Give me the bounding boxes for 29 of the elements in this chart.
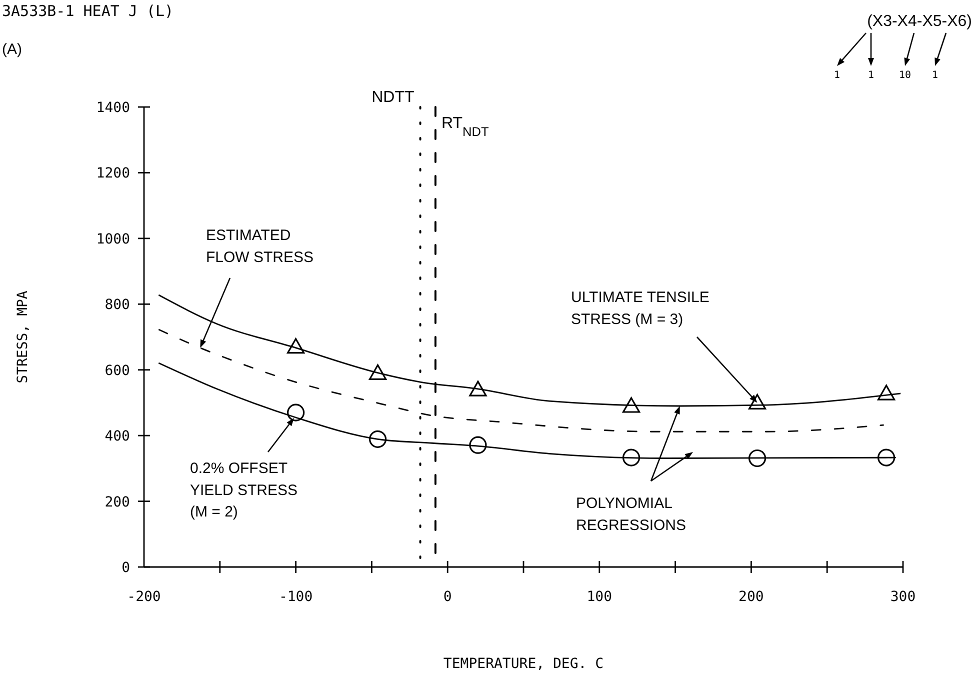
y-tick-label: 1000 [96, 231, 130, 248]
y-tick-label: 600 [104, 362, 130, 379]
text: (A) [2, 41, 22, 58]
text: 1 [868, 70, 874, 81]
x-tick-label: 0 [443, 589, 452, 605]
y-axis-title: STRESS, MPA [15, 290, 31, 384]
ref-line-label: NDTT [372, 89, 415, 106]
y-tick-label: 1200 [96, 166, 130, 182]
text: 1 [834, 70, 840, 81]
annotation: POLYNOMIAL REGRESSIONS [576, 495, 686, 534]
ref-line-label: RT$_{NDT}$ [441, 115, 489, 138]
x-axis-title: TEMPERATURE, DEG. C [443, 656, 604, 672]
x-tick-label: -100 [278, 589, 313, 605]
y-tick-label: 800 [104, 297, 130, 314]
text: (X3-X4-X5-X6) [867, 13, 972, 30]
y-tick-label: 400 [104, 428, 130, 445]
y-tick-label: 0 [122, 560, 130, 576]
text: 3A533B-1 HEAT J (L) [2, 2, 174, 20]
y-tick-label: 1400 [96, 100, 130, 116]
annotation: ESTIMATED FLOW STRESS [206, 227, 314, 266]
text: 10 [898, 70, 912, 81]
annotation: ULTIMATE TENSILE STRESS (M = 3) [571, 289, 710, 328]
y-tick-label: 200 [104, 494, 130, 510]
x-tick-label: 300 [890, 589, 916, 605]
x-tick-label: 100 [586, 589, 612, 605]
x-tick-label: -200 [127, 589, 161, 605]
annotation: 0.2% OFFSET YIELD STRESS (M = 2) [190, 460, 298, 520]
x-tick-label: 200 [738, 589, 764, 605]
text: 1 [932, 70, 938, 81]
